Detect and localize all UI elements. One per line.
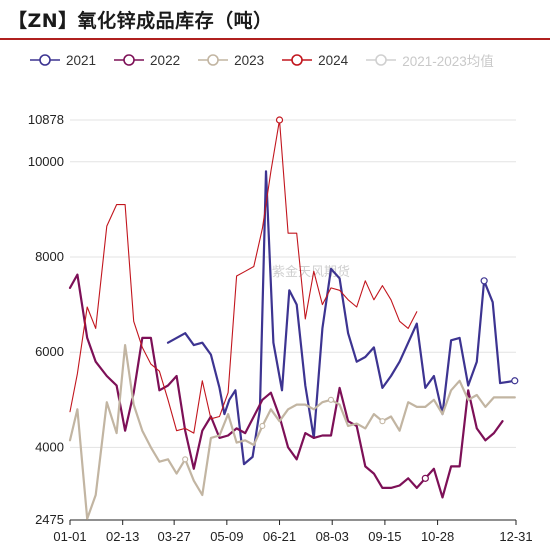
- legend-marker-icon: [198, 54, 229, 66]
- legend-item-1[interactable]: 2022: [114, 53, 180, 68]
- data-point-marker: [182, 456, 189, 463]
- legend-label: 2024: [318, 52, 349, 68]
- x-tick-label: 02-13: [106, 529, 139, 544]
- data-point-marker: [480, 277, 488, 285]
- x-tick-label: 08-03: [316, 529, 349, 544]
- y-tick-label: 6000: [35, 344, 64, 359]
- data-point-marker: [421, 474, 429, 482]
- chart-legend: 2021 2022 2023 2024 2021-2023均值: [30, 50, 512, 70]
- series-line-2024: [69, 119, 418, 434]
- legend-label: 2023: [234, 52, 265, 68]
- y-tick-label: 10000: [28, 154, 64, 169]
- x-tick-label: 01-01: [53, 529, 86, 544]
- y-tick-label: 8000: [35, 249, 64, 264]
- x-tick-label: 12-31: [499, 529, 532, 544]
- y-tick-label: 4000: [35, 439, 64, 454]
- legend-item-3[interactable]: 2024: [282, 53, 348, 68]
- data-point-marker: [327, 396, 335, 403]
- y-tick-label: 2475: [35, 512, 64, 527]
- series-line-2023: [68, 344, 516, 520]
- x-tick-label: 09-15: [368, 529, 401, 544]
- chart-title: 【ZN】氧化锌成品库存（吨）: [8, 10, 273, 32]
- legend-label: 2022: [150, 52, 181, 68]
- data-point-marker: [275, 116, 284, 124]
- legend-label: 2021-2023均值: [402, 54, 494, 69]
- legend-marker-icon: [282, 54, 313, 66]
- x-tick-label: 06-21: [263, 529, 296, 544]
- legend-marker-icon: [30, 54, 60, 66]
- series-line-2021: [166, 170, 516, 466]
- legend-item-4[interactable]: 2021-2023均值: [366, 50, 494, 70]
- legend-marker-icon: [366, 54, 397, 66]
- x-tick-label: 10-28: [421, 529, 454, 544]
- x-tick-label: 05-09: [210, 529, 243, 544]
- legend-label: 2021: [66, 52, 97, 68]
- title-divider: [0, 38, 550, 40]
- data-point-marker: [259, 422, 266, 430]
- legend-item-2[interactable]: 2023: [198, 53, 264, 68]
- legend-marker-icon: [114, 54, 145, 66]
- x-tick-label: 03-27: [158, 529, 191, 544]
- series-line-2022: [68, 273, 504, 499]
- data-point-marker: [379, 418, 386, 425]
- y-tick-label: 10878: [28, 112, 64, 127]
- data-point-marker: [511, 377, 519, 385]
- legend-item-0[interactable]: 2021: [30, 53, 96, 68]
